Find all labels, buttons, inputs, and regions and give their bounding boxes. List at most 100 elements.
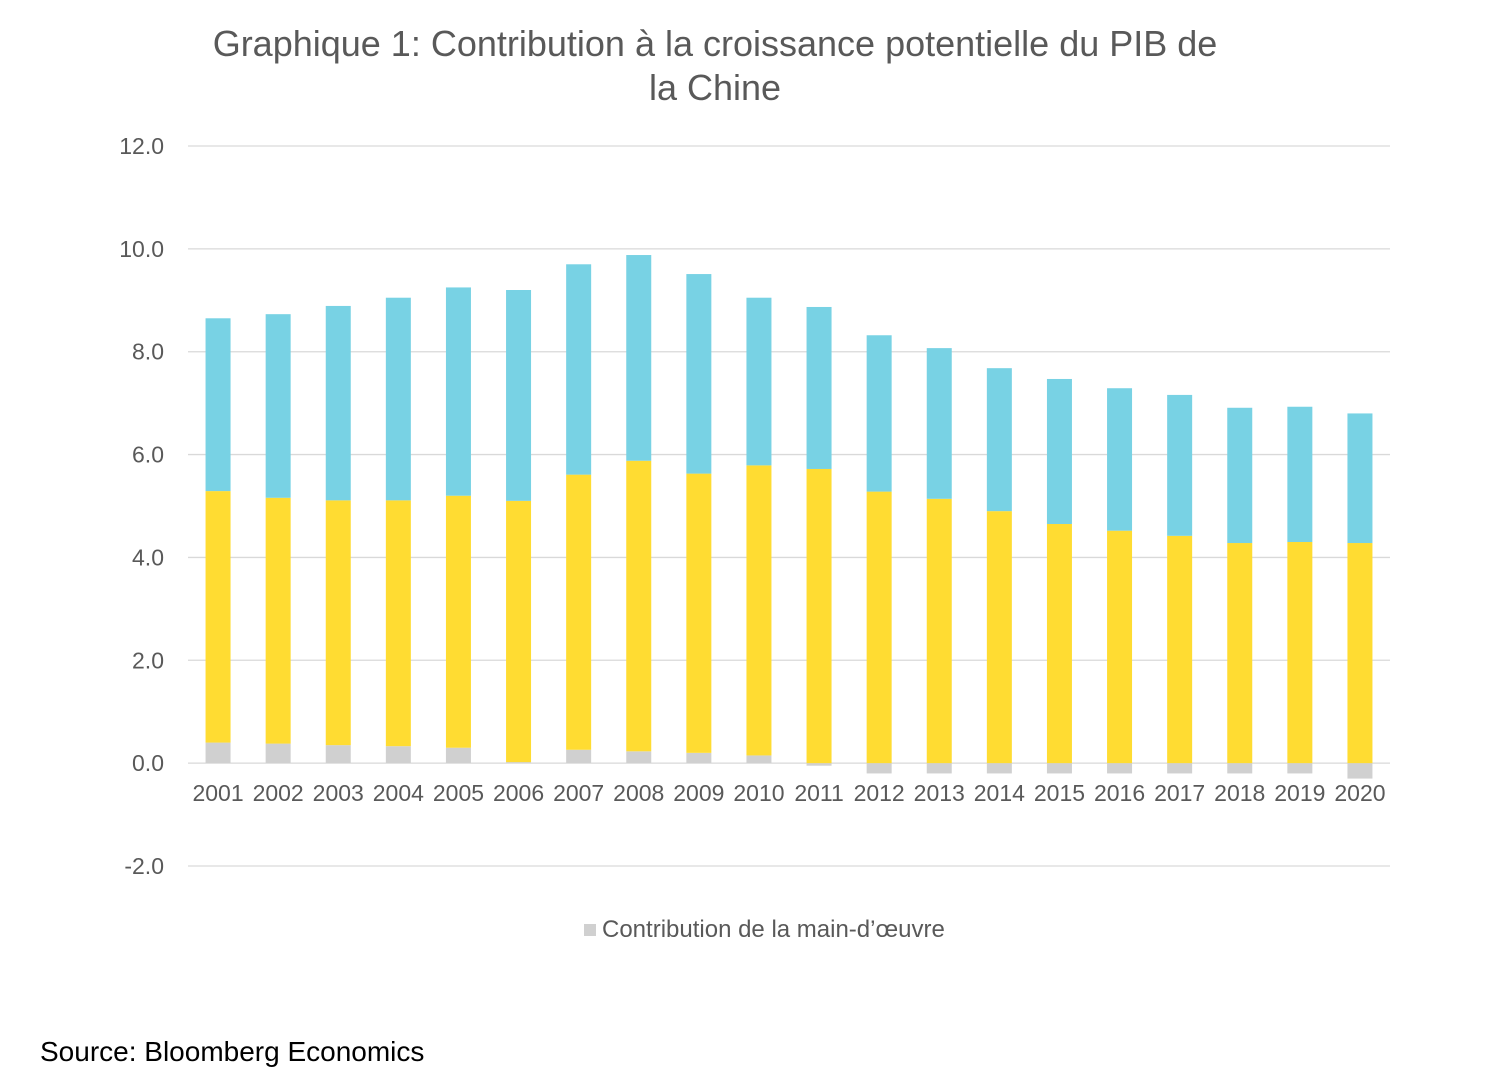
- bar-segment-2020-s0: [1347, 763, 1373, 779]
- y-tick-label: -2.0: [124, 853, 164, 879]
- chart-title: Graphique 1: Contribution à la croissanc…: [110, 22, 1320, 110]
- y-tick-label: 4.0: [132, 544, 164, 570]
- bar-segment-2001-s1: [205, 491, 231, 743]
- bar-segment-2017-s0: [1167, 763, 1193, 774]
- bar-segment-2019-s0: [1287, 763, 1313, 774]
- bar-segment-2005-s2: [445, 287, 471, 496]
- x-tick-label: 2018: [1214, 780, 1265, 806]
- bar-segment-2011-s2: [806, 306, 832, 469]
- y-tick-label: 8.0: [132, 339, 164, 365]
- x-tick-label: 2015: [1034, 780, 1085, 806]
- bar-segment-2019-s1: [1287, 542, 1313, 764]
- x-tick-label: 2020: [1334, 780, 1385, 806]
- y-tick-label: 2.0: [132, 647, 164, 673]
- bar-segment-2015-s0: [1046, 763, 1072, 774]
- x-tick-label: 2008: [613, 780, 664, 806]
- bar-segment-2004-s1: [385, 500, 411, 747]
- bar-segment-2007-s0: [566, 749, 592, 764]
- legend-label-labor: Contribution de la main-d’œuvre: [602, 916, 945, 943]
- bar-segment-2008-s0: [626, 751, 652, 764]
- bar-segment-2010-s2: [746, 297, 772, 466]
- bar-segment-2018-s0: [1227, 763, 1253, 774]
- bar-segment-2006-s1: [506, 500, 532, 763]
- bar-segment-2016-s0: [1107, 763, 1133, 774]
- x-tick-label: 2009: [673, 780, 724, 806]
- y-tick-label: 10.0: [119, 236, 164, 262]
- bar-segment-2014-s2: [986, 368, 1012, 512]
- bar-segment-2013-s1: [926, 498, 952, 764]
- bar-segment-2004-s0: [385, 746, 411, 764]
- bar-segment-2002-s2: [265, 314, 291, 498]
- bar-segment-2009-s0: [686, 752, 712, 764]
- bar-segment-2010-s1: [746, 465, 772, 756]
- x-tick-label: 2013: [914, 780, 965, 806]
- bar-segment-2005-s1: [445, 495, 471, 748]
- x-tick-label: 2007: [553, 780, 604, 806]
- bar-segment-2020-s2: [1347, 413, 1373, 544]
- y-tick-label: 12.0: [119, 133, 164, 159]
- bar-segment-2012-s0: [866, 763, 892, 774]
- x-tick-label: 2011: [794, 780, 843, 806]
- x-tick-label: 2014: [974, 780, 1025, 806]
- bar-segment-2003-s0: [325, 745, 351, 764]
- bar-segment-2007-s2: [566, 264, 592, 475]
- bar-segment-2009-s1: [686, 473, 712, 753]
- bar-segment-2018-s2: [1227, 407, 1253, 544]
- bar-segment-2017-s2: [1167, 394, 1193, 536]
- bar-segment-2016-s1: [1107, 530, 1133, 764]
- bar-segment-2019-s2: [1287, 406, 1313, 542]
- legend: Contribution de la main-d’œuvre: [584, 916, 945, 944]
- bar-segment-2015-s1: [1046, 524, 1072, 764]
- bar-segment-2003-s1: [325, 500, 351, 746]
- x-tick-label: 2003: [313, 780, 364, 806]
- bars: [205, 255, 1373, 779]
- bar-segment-2007-s1: [566, 474, 592, 750]
- y-axis-tick-labels: 12.0 10.0 8.0 6.0 4.0 2.0 0.0 -2.0: [119, 133, 164, 879]
- bar-segment-2012-s1: [866, 491, 892, 764]
- x-axis-tick-labels: 2001 2002 2003 2004 2005 2006 2007 2008 2009 2010…: [192, 780, 1385, 806]
- bar-segment-2009-s2: [686, 274, 712, 474]
- x-tick-label: 2019: [1274, 780, 1325, 806]
- x-tick-label: 2012: [854, 780, 905, 806]
- bar-segment-2004-s2: [385, 297, 411, 501]
- x-tick-label: 2001: [192, 780, 243, 806]
- x-tick-label: 2005: [433, 780, 484, 806]
- bar-segment-2006-s0: [506, 762, 532, 764]
- bar-segment-2005-s0: [445, 747, 471, 764]
- bar-segment-2002-s1: [265, 497, 291, 744]
- bar-segment-2001-s0: [205, 742, 231, 764]
- x-tick-label: 2017: [1154, 780, 1205, 806]
- bar-segment-2016-s2: [1107, 388, 1133, 531]
- bar-segment-2020-s1: [1347, 543, 1373, 764]
- source-note: Source: Bloomberg Economics: [40, 1036, 425, 1067]
- x-tick-label: 2010: [733, 780, 784, 806]
- bar-segment-2018-s1: [1227, 543, 1253, 764]
- bar-segment-2013-s0: [926, 763, 952, 774]
- bar-segment-2012-s2: [866, 335, 892, 492]
- x-tick-label: 2016: [1094, 780, 1145, 806]
- bar-segment-2014-s0: [986, 763, 1012, 774]
- legend-swatch-labor: [584, 924, 596, 936]
- x-tick-label: 2006: [493, 780, 544, 806]
- grid-lines: [188, 145, 1390, 867]
- bar-segment-2008-s2: [626, 255, 652, 461]
- chart-title-line-1: Graphique 1: Contribution à la croissanc…: [212, 23, 1218, 64]
- bar-segment-2010-s0: [746, 755, 772, 764]
- bar-segment-2015-s2: [1046, 378, 1072, 524]
- y-tick-label: 0.0: [132, 750, 164, 776]
- chart-title-line-2: la Chine: [648, 67, 782, 108]
- y-tick-label: 6.0: [132, 442, 164, 468]
- bar-segment-2013-s2: [926, 348, 952, 499]
- bar-segment-2011-s1: [806, 468, 832, 764]
- x-tick-label: 2002: [253, 780, 304, 806]
- bar-segment-2002-s0: [265, 743, 291, 764]
- x-tick-label: 2004: [373, 780, 424, 806]
- bar-segment-2008-s1: [626, 460, 652, 752]
- bar-segment-2017-s1: [1167, 535, 1193, 764]
- bar-segment-2006-s2: [506, 290, 532, 501]
- bar-segment-2014-s1: [986, 511, 1012, 764]
- bar-segment-2003-s2: [325, 305, 351, 501]
- bar-segment-2011-s0: [806, 763, 832, 766]
- bar-segment-2001-s2: [205, 318, 231, 492]
